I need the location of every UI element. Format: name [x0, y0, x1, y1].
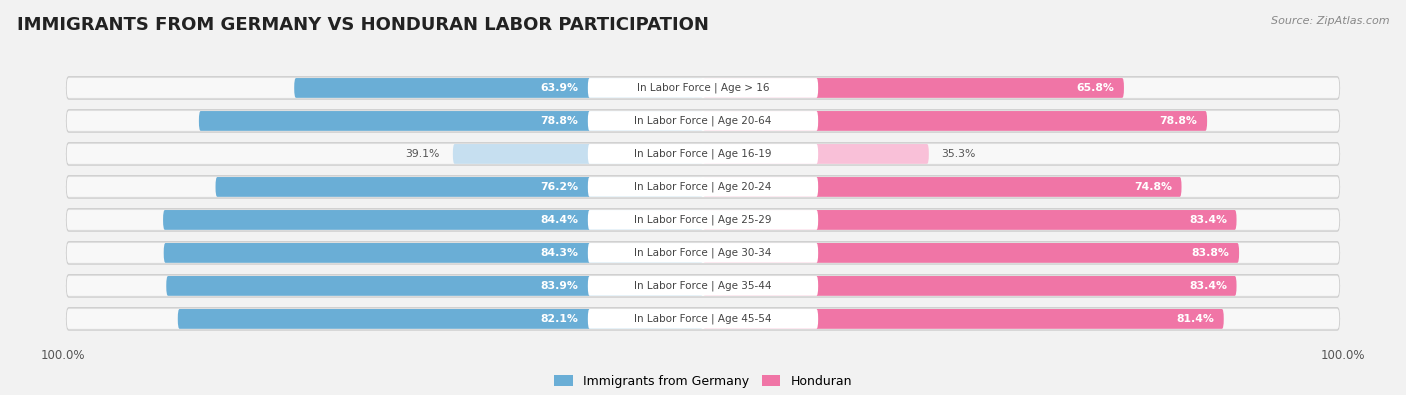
Text: 83.9%: 83.9%: [540, 281, 578, 291]
FancyBboxPatch shape: [588, 276, 818, 296]
FancyBboxPatch shape: [163, 210, 703, 230]
FancyBboxPatch shape: [294, 78, 703, 98]
FancyBboxPatch shape: [66, 110, 1340, 132]
Text: In Labor Force | Age 20-64: In Labor Force | Age 20-64: [634, 116, 772, 126]
Text: 83.8%: 83.8%: [1192, 248, 1229, 258]
Text: In Labor Force | Age 20-24: In Labor Force | Age 20-24: [634, 182, 772, 192]
Text: 83.4%: 83.4%: [1189, 215, 1227, 225]
FancyBboxPatch shape: [703, 177, 1181, 197]
FancyBboxPatch shape: [453, 144, 703, 164]
Text: 65.8%: 65.8%: [1077, 83, 1115, 93]
FancyBboxPatch shape: [66, 309, 1340, 329]
Text: In Labor Force | Age 16-19: In Labor Force | Age 16-19: [634, 149, 772, 159]
FancyBboxPatch shape: [163, 243, 703, 263]
FancyBboxPatch shape: [66, 144, 1340, 164]
FancyBboxPatch shape: [588, 78, 818, 98]
Text: 63.9%: 63.9%: [540, 83, 578, 93]
FancyBboxPatch shape: [703, 111, 1208, 131]
FancyBboxPatch shape: [703, 144, 929, 164]
FancyBboxPatch shape: [66, 209, 1340, 231]
FancyBboxPatch shape: [66, 78, 1340, 98]
FancyBboxPatch shape: [166, 276, 703, 296]
Text: Source: ZipAtlas.com: Source: ZipAtlas.com: [1271, 16, 1389, 26]
Text: 39.1%: 39.1%: [406, 149, 440, 159]
Text: In Labor Force | Age > 16: In Labor Force | Age > 16: [637, 83, 769, 93]
Text: 84.3%: 84.3%: [540, 248, 578, 258]
Text: 76.2%: 76.2%: [540, 182, 578, 192]
FancyBboxPatch shape: [588, 144, 818, 164]
FancyBboxPatch shape: [66, 243, 1340, 263]
FancyBboxPatch shape: [66, 111, 1340, 131]
Text: 78.8%: 78.8%: [1160, 116, 1198, 126]
FancyBboxPatch shape: [66, 210, 1340, 230]
FancyBboxPatch shape: [198, 111, 703, 131]
FancyBboxPatch shape: [588, 177, 818, 197]
FancyBboxPatch shape: [66, 242, 1340, 264]
FancyBboxPatch shape: [588, 111, 818, 131]
FancyBboxPatch shape: [66, 177, 1340, 197]
Text: 35.3%: 35.3%: [942, 149, 976, 159]
FancyBboxPatch shape: [66, 276, 1340, 296]
Text: IMMIGRANTS FROM GERMANY VS HONDURAN LABOR PARTICIPATION: IMMIGRANTS FROM GERMANY VS HONDURAN LABO…: [17, 16, 709, 34]
FancyBboxPatch shape: [703, 210, 1236, 230]
Text: In Labor Force | Age 35-44: In Labor Force | Age 35-44: [634, 281, 772, 291]
FancyBboxPatch shape: [66, 176, 1340, 198]
Text: 82.1%: 82.1%: [540, 314, 578, 324]
FancyBboxPatch shape: [703, 309, 1223, 329]
Text: In Labor Force | Age 45-54: In Labor Force | Age 45-54: [634, 314, 772, 324]
Text: 83.4%: 83.4%: [1189, 281, 1227, 291]
FancyBboxPatch shape: [66, 77, 1340, 99]
Text: 78.8%: 78.8%: [540, 116, 578, 126]
Legend: Immigrants from Germany, Honduran: Immigrants from Germany, Honduran: [554, 375, 852, 388]
Text: 81.4%: 81.4%: [1177, 314, 1215, 324]
FancyBboxPatch shape: [703, 276, 1236, 296]
FancyBboxPatch shape: [66, 143, 1340, 165]
FancyBboxPatch shape: [703, 78, 1123, 98]
FancyBboxPatch shape: [66, 275, 1340, 297]
FancyBboxPatch shape: [215, 177, 703, 197]
Text: In Labor Force | Age 30-34: In Labor Force | Age 30-34: [634, 248, 772, 258]
FancyBboxPatch shape: [177, 309, 703, 329]
Text: 84.4%: 84.4%: [540, 215, 578, 225]
FancyBboxPatch shape: [703, 243, 1239, 263]
FancyBboxPatch shape: [588, 309, 818, 329]
Text: 74.8%: 74.8%: [1133, 182, 1173, 192]
FancyBboxPatch shape: [66, 308, 1340, 330]
FancyBboxPatch shape: [588, 243, 818, 263]
FancyBboxPatch shape: [588, 210, 818, 230]
Text: In Labor Force | Age 25-29: In Labor Force | Age 25-29: [634, 214, 772, 225]
